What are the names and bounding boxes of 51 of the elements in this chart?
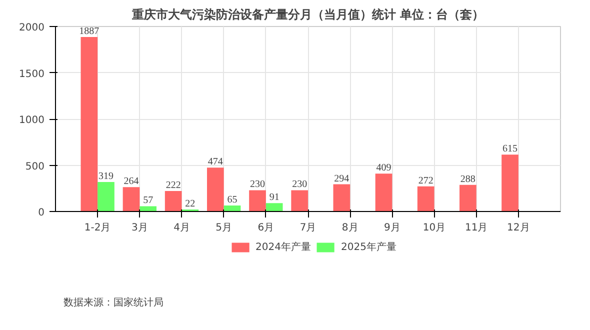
bar (333, 184, 350, 212)
data-label: 294 (334, 173, 350, 184)
x-tick-label: 7月 (300, 222, 316, 234)
bar (140, 206, 156, 212)
x-tick-label: 9月 (384, 222, 400, 234)
legend-label: 2024年产量 (256, 240, 311, 254)
bar (122, 187, 140, 212)
x-tick-label: 5月 (216, 222, 232, 234)
bar (266, 203, 283, 212)
data-label: 222 (166, 180, 181, 191)
bar (417, 186, 434, 212)
x-tick-label: 10月 (422, 222, 446, 234)
bar (164, 190, 182, 212)
bar (249, 190, 266, 212)
bar (460, 184, 476, 212)
bar (502, 154, 518, 212)
x-tick-label: 6月 (258, 222, 274, 234)
bar (98, 182, 114, 212)
y-tick-label: 1000 (19, 115, 45, 126)
data-label: 230 (250, 179, 265, 190)
bar (291, 190, 308, 212)
x-tick-label: 11月 (464, 222, 488, 234)
data-label: 615 (502, 144, 518, 155)
data-label: 474 (208, 156, 223, 168)
y-tick-label: 0 (38, 208, 45, 218)
bar (224, 205, 241, 212)
data-label: 65 (227, 194, 238, 206)
source-note: 数据来源：国家统计局 (64, 296, 164, 308)
data-label: 319 (98, 170, 114, 182)
data-label: 57 (143, 195, 154, 206)
legend-label: 2025年产量 (341, 240, 396, 254)
y-tick-label: 500 (25, 161, 45, 172)
x-tick-label: 12月 (507, 222, 530, 234)
y-tick-label: 2000 (19, 22, 45, 34)
data-label: 91 (269, 192, 280, 204)
bar (80, 36, 98, 212)
x-tick-label: 4月 (174, 222, 190, 234)
bar (375, 174, 392, 212)
data-label: 22 (185, 198, 196, 210)
bar (207, 168, 224, 212)
x-tick-label: 3月 (131, 222, 148, 234)
y-tick-label: 1500 (19, 68, 45, 80)
data-label: 272 (418, 175, 434, 186)
data-label: 264 (124, 176, 139, 188)
data-label: 409 (376, 162, 392, 174)
data-label: 288 (460, 174, 476, 185)
x-tick-label: 8月 (342, 222, 358, 234)
data-label: 230 (292, 179, 308, 190)
data-label: 1887 (79, 26, 100, 37)
x-tick-label: 1-2月 (84, 222, 111, 234)
chart-title: 重庆市大气污染防治设备产量分月（当月值）统计 单位：台（套） (130, 8, 484, 22)
